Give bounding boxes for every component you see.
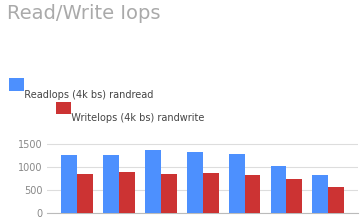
Bar — [161, 174, 177, 213]
Bar — [187, 152, 203, 213]
Bar — [312, 175, 328, 213]
Bar — [203, 173, 219, 213]
Text: Read/Write Iops: Read/Write Iops — [7, 4, 161, 24]
Bar — [119, 172, 135, 213]
Bar — [61, 155, 77, 213]
Bar — [286, 179, 302, 213]
Bar — [328, 187, 344, 213]
Text: ReadIops (4k bs) randread: ReadIops (4k bs) randread — [18, 90, 153, 100]
Bar — [145, 150, 161, 213]
Bar — [103, 155, 119, 213]
Bar — [77, 174, 93, 213]
Bar — [270, 166, 286, 213]
Text: WriteIops (4k bs) randwrite: WriteIops (4k bs) randwrite — [65, 113, 205, 123]
Bar — [245, 175, 261, 213]
Bar — [229, 154, 245, 213]
